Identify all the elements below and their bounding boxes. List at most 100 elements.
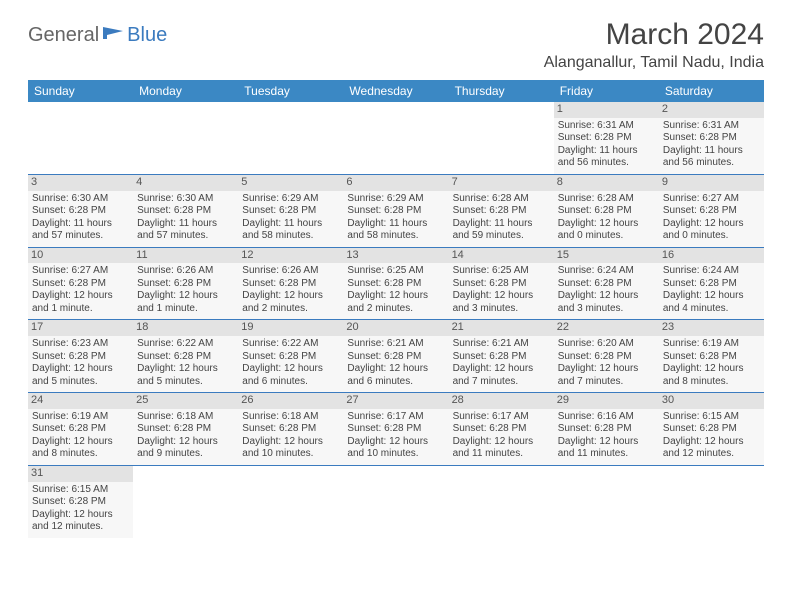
sunrise-text: Sunrise: 6:20 AM [558, 338, 655, 351]
sunrise-text: Sunrise: 6:19 AM [663, 338, 760, 351]
sunrise-text: Sunrise: 6:17 AM [453, 411, 550, 424]
daylight-text: Daylight: 12 hours and 2 minutes. [242, 290, 339, 315]
sunset-text: Sunset: 6:28 PM [558, 132, 655, 145]
day-header: Friday [554, 80, 659, 102]
day-number: 28 [449, 393, 554, 409]
calendar-day-cell: 16Sunrise: 6:24 AMSunset: 6:28 PMDayligh… [659, 247, 764, 320]
day-header: Saturday [659, 80, 764, 102]
calendar-day-cell: 7Sunrise: 6:28 AMSunset: 6:28 PMDaylight… [449, 174, 554, 247]
calendar-day-cell: 19Sunrise: 6:22 AMSunset: 6:28 PMDayligh… [238, 320, 343, 393]
daylight-text: Daylight: 12 hours and 11 minutes. [453, 436, 550, 461]
day-number: 29 [554, 393, 659, 409]
day-number: 22 [554, 320, 659, 336]
sunset-text: Sunset: 6:28 PM [32, 278, 129, 291]
sunrise-text: Sunrise: 6:30 AM [32, 193, 129, 206]
sunrise-text: Sunrise: 6:25 AM [453, 265, 550, 278]
calendar-day-cell: 14Sunrise: 6:25 AMSunset: 6:28 PMDayligh… [449, 247, 554, 320]
sunset-text: Sunset: 6:28 PM [32, 423, 129, 436]
calendar-day-cell: . [133, 465, 238, 537]
day-number: 17 [28, 320, 133, 336]
logo-text-general: General [28, 24, 99, 47]
calendar-day-cell: . [343, 102, 448, 174]
calendar-week-row: 10Sunrise: 6:27 AMSunset: 6:28 PMDayligh… [28, 247, 764, 320]
day-number: 14 [449, 248, 554, 264]
sunset-text: Sunset: 6:28 PM [347, 278, 444, 291]
sunset-text: Sunset: 6:28 PM [453, 205, 550, 218]
sunrise-text: Sunrise: 6:27 AM [32, 265, 129, 278]
calendar-day-cell: 3Sunrise: 6:30 AMSunset: 6:28 PMDaylight… [28, 174, 133, 247]
day-number: 1 [554, 102, 659, 118]
daylight-text: Daylight: 12 hours and 4 minutes. [663, 290, 760, 315]
sunset-text: Sunset: 6:28 PM [32, 351, 129, 364]
day-number: 12 [238, 248, 343, 264]
calendar-week-row: 24Sunrise: 6:19 AMSunset: 6:28 PMDayligh… [28, 393, 764, 466]
calendar-day-cell: 25Sunrise: 6:18 AMSunset: 6:28 PMDayligh… [133, 393, 238, 466]
daylight-text: Daylight: 12 hours and 12 minutes. [663, 436, 760, 461]
location: Alanganallur, Tamil Nadu, India [544, 54, 764, 72]
calendar-day-cell: 22Sunrise: 6:20 AMSunset: 6:28 PMDayligh… [554, 320, 659, 393]
calendar-day-cell: 23Sunrise: 6:19 AMSunset: 6:28 PMDayligh… [659, 320, 764, 393]
sunrise-text: Sunrise: 6:29 AM [347, 193, 444, 206]
daylight-text: Daylight: 12 hours and 10 minutes. [242, 436, 339, 461]
day-number: 19 [238, 320, 343, 336]
daylight-text: Daylight: 12 hours and 11 minutes. [558, 436, 655, 461]
sunset-text: Sunset: 6:28 PM [137, 423, 234, 436]
sunset-text: Sunset: 6:28 PM [558, 423, 655, 436]
calendar-week-row: 17Sunrise: 6:23 AMSunset: 6:28 PMDayligh… [28, 320, 764, 393]
calendar-day-cell: . [449, 102, 554, 174]
daylight-text: Daylight: 12 hours and 2 minutes. [347, 290, 444, 315]
day-number: 20 [343, 320, 448, 336]
day-number: 30 [659, 393, 764, 409]
calendar-day-cell: . [133, 102, 238, 174]
calendar-day-cell: 18Sunrise: 6:22 AMSunset: 6:28 PMDayligh… [133, 320, 238, 393]
calendar-day-cell: 10Sunrise: 6:27 AMSunset: 6:28 PMDayligh… [28, 247, 133, 320]
title-block: March 2024 Alanganallur, Tamil Nadu, Ind… [544, 18, 764, 72]
day-header: Wednesday [343, 80, 448, 102]
calendar-day-cell: 28Sunrise: 6:17 AMSunset: 6:28 PMDayligh… [449, 393, 554, 466]
sunrise-text: Sunrise: 6:18 AM [137, 411, 234, 424]
sunset-text: Sunset: 6:28 PM [347, 423, 444, 436]
sunrise-text: Sunrise: 6:28 AM [453, 193, 550, 206]
daylight-text: Daylight: 12 hours and 3 minutes. [453, 290, 550, 315]
calendar-day-cell: . [343, 465, 448, 537]
calendar-day-cell: . [238, 465, 343, 537]
daylight-text: Daylight: 12 hours and 0 minutes. [663, 218, 760, 243]
sunset-text: Sunset: 6:28 PM [242, 205, 339, 218]
day-number: 3 [28, 175, 133, 191]
day-header: Thursday [449, 80, 554, 102]
daylight-text: Daylight: 11 hours and 56 minutes. [663, 145, 760, 170]
daylight-text: Daylight: 12 hours and 7 minutes. [453, 363, 550, 388]
day-number: 21 [449, 320, 554, 336]
sunrise-text: Sunrise: 6:26 AM [137, 265, 234, 278]
day-number: 18 [133, 320, 238, 336]
calendar-day-cell: 2Sunrise: 6:31 AMSunset: 6:28 PMDaylight… [659, 102, 764, 174]
sunrise-text: Sunrise: 6:25 AM [347, 265, 444, 278]
sunset-text: Sunset: 6:28 PM [137, 351, 234, 364]
day-number: 27 [343, 393, 448, 409]
calendar-day-cell: 12Sunrise: 6:26 AMSunset: 6:28 PMDayligh… [238, 247, 343, 320]
calendar-day-cell: . [554, 465, 659, 537]
sunset-text: Sunset: 6:28 PM [453, 351, 550, 364]
calendar-week-row: 3Sunrise: 6:30 AMSunset: 6:28 PMDaylight… [28, 174, 764, 247]
day-number: 26 [238, 393, 343, 409]
daylight-text: Daylight: 11 hours and 58 minutes. [347, 218, 444, 243]
calendar-day-cell: 5Sunrise: 6:29 AMSunset: 6:28 PMDaylight… [238, 174, 343, 247]
daylight-text: Daylight: 11 hours and 56 minutes. [558, 145, 655, 170]
calendar-day-cell: . [28, 102, 133, 174]
sunset-text: Sunset: 6:28 PM [663, 351, 760, 364]
calendar-day-cell: 15Sunrise: 6:24 AMSunset: 6:28 PMDayligh… [554, 247, 659, 320]
sunset-text: Sunset: 6:28 PM [137, 205, 234, 218]
calendar-week-row: .....1Sunrise: 6:31 AMSunset: 6:28 PMDay… [28, 102, 764, 174]
sunset-text: Sunset: 6:28 PM [558, 205, 655, 218]
day-number: 4 [133, 175, 238, 191]
sunset-text: Sunset: 6:28 PM [663, 132, 760, 145]
daylight-text: Daylight: 11 hours and 57 minutes. [32, 218, 129, 243]
calendar-day-cell: 24Sunrise: 6:19 AMSunset: 6:28 PMDayligh… [28, 393, 133, 466]
sunrise-text: Sunrise: 6:26 AM [242, 265, 339, 278]
calendar-day-cell: . [449, 465, 554, 537]
sunrise-text: Sunrise: 6:16 AM [558, 411, 655, 424]
calendar-day-cell: 21Sunrise: 6:21 AMSunset: 6:28 PMDayligh… [449, 320, 554, 393]
daylight-text: Daylight: 11 hours and 58 minutes. [242, 218, 339, 243]
daylight-text: Daylight: 12 hours and 10 minutes. [347, 436, 444, 461]
sunrise-text: Sunrise: 6:19 AM [32, 411, 129, 424]
